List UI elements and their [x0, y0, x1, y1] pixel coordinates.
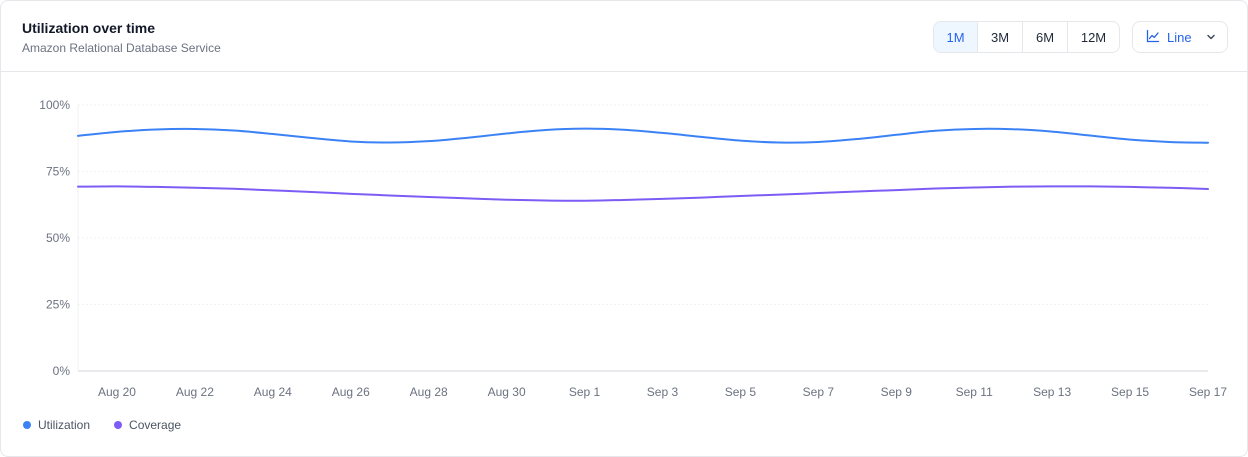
- legend-item-utilization[interactable]: Utilization: [23, 418, 90, 432]
- x-tick-label: Sep 9: [881, 385, 913, 399]
- series-line-coverage: [77, 185, 1209, 202]
- y-tick-label: 50%: [46, 231, 70, 245]
- x-tick-label: Sep 7: [803, 385, 835, 399]
- chevron-down-icon: [1205, 31, 1217, 46]
- range-12m-button[interactable]: 12M: [1080, 29, 1107, 45]
- chart-title: Utilization over time: [22, 20, 156, 36]
- chart-type-dropdown[interactable]: Line: [1132, 21, 1228, 53]
- line-chart-icon: [1146, 29, 1160, 46]
- x-tick-label: Aug 22: [176, 385, 214, 399]
- legend-item-coverage[interactable]: Coverage: [114, 418, 181, 432]
- y-tick-label: 25%: [46, 298, 70, 312]
- legend-label-utilization: Utilization: [38, 418, 91, 432]
- time-range-selector: 1M 3M 6M 12M: [933, 21, 1120, 53]
- chart-legend: Utilization Coverage: [23, 418, 205, 432]
- line-chart: 0% 25% 50% 75% 100% Aug 20 Aug 22 Aug 24 Aug 26…: [39, 98, 1227, 399]
- range-1m-button[interactable]: 1M: [934, 22, 978, 52]
- y-tick-label: 75%: [46, 165, 70, 179]
- card-header: Utilization over time Amazon Relational …: [1, 1, 1247, 72]
- x-tick-label: Sep 1: [569, 385, 601, 399]
- x-tick-label: Sep 15: [1111, 385, 1149, 399]
- x-tick-label: Sep 5: [725, 385, 757, 399]
- x-tick-label: Aug 30: [488, 385, 526, 399]
- legend-label-coverage: Coverage: [129, 418, 182, 432]
- x-tick-label: Sep 13: [1033, 385, 1071, 399]
- x-tick-label: Aug 26: [332, 385, 370, 399]
- x-tick-label: Sep 17: [1189, 385, 1227, 399]
- y-tick-label: 100%: [39, 98, 70, 112]
- x-tick-label: Aug 20: [98, 385, 136, 399]
- x-tick-label: Aug 28: [410, 385, 448, 399]
- x-tick-label: Sep 3: [647, 385, 679, 399]
- x-tick-label: Sep 11: [956, 385, 993, 399]
- legend-dot-coverage: [114, 421, 123, 429]
- chart-type-label: Line: [1167, 29, 1192, 45]
- legend-dot-utilization: [23, 421, 31, 429]
- range-3m-button[interactable]: 3M: [978, 22, 1023, 52]
- chart-subtitle: Amazon Relational Database Service: [22, 41, 221, 55]
- range-6m-button[interactable]: 6M: [1023, 22, 1068, 52]
- series-line-utilization: [77, 127, 1209, 144]
- y-tick-label: 0%: [53, 364, 71, 378]
- x-tick-label: Aug 24: [254, 385, 292, 399]
